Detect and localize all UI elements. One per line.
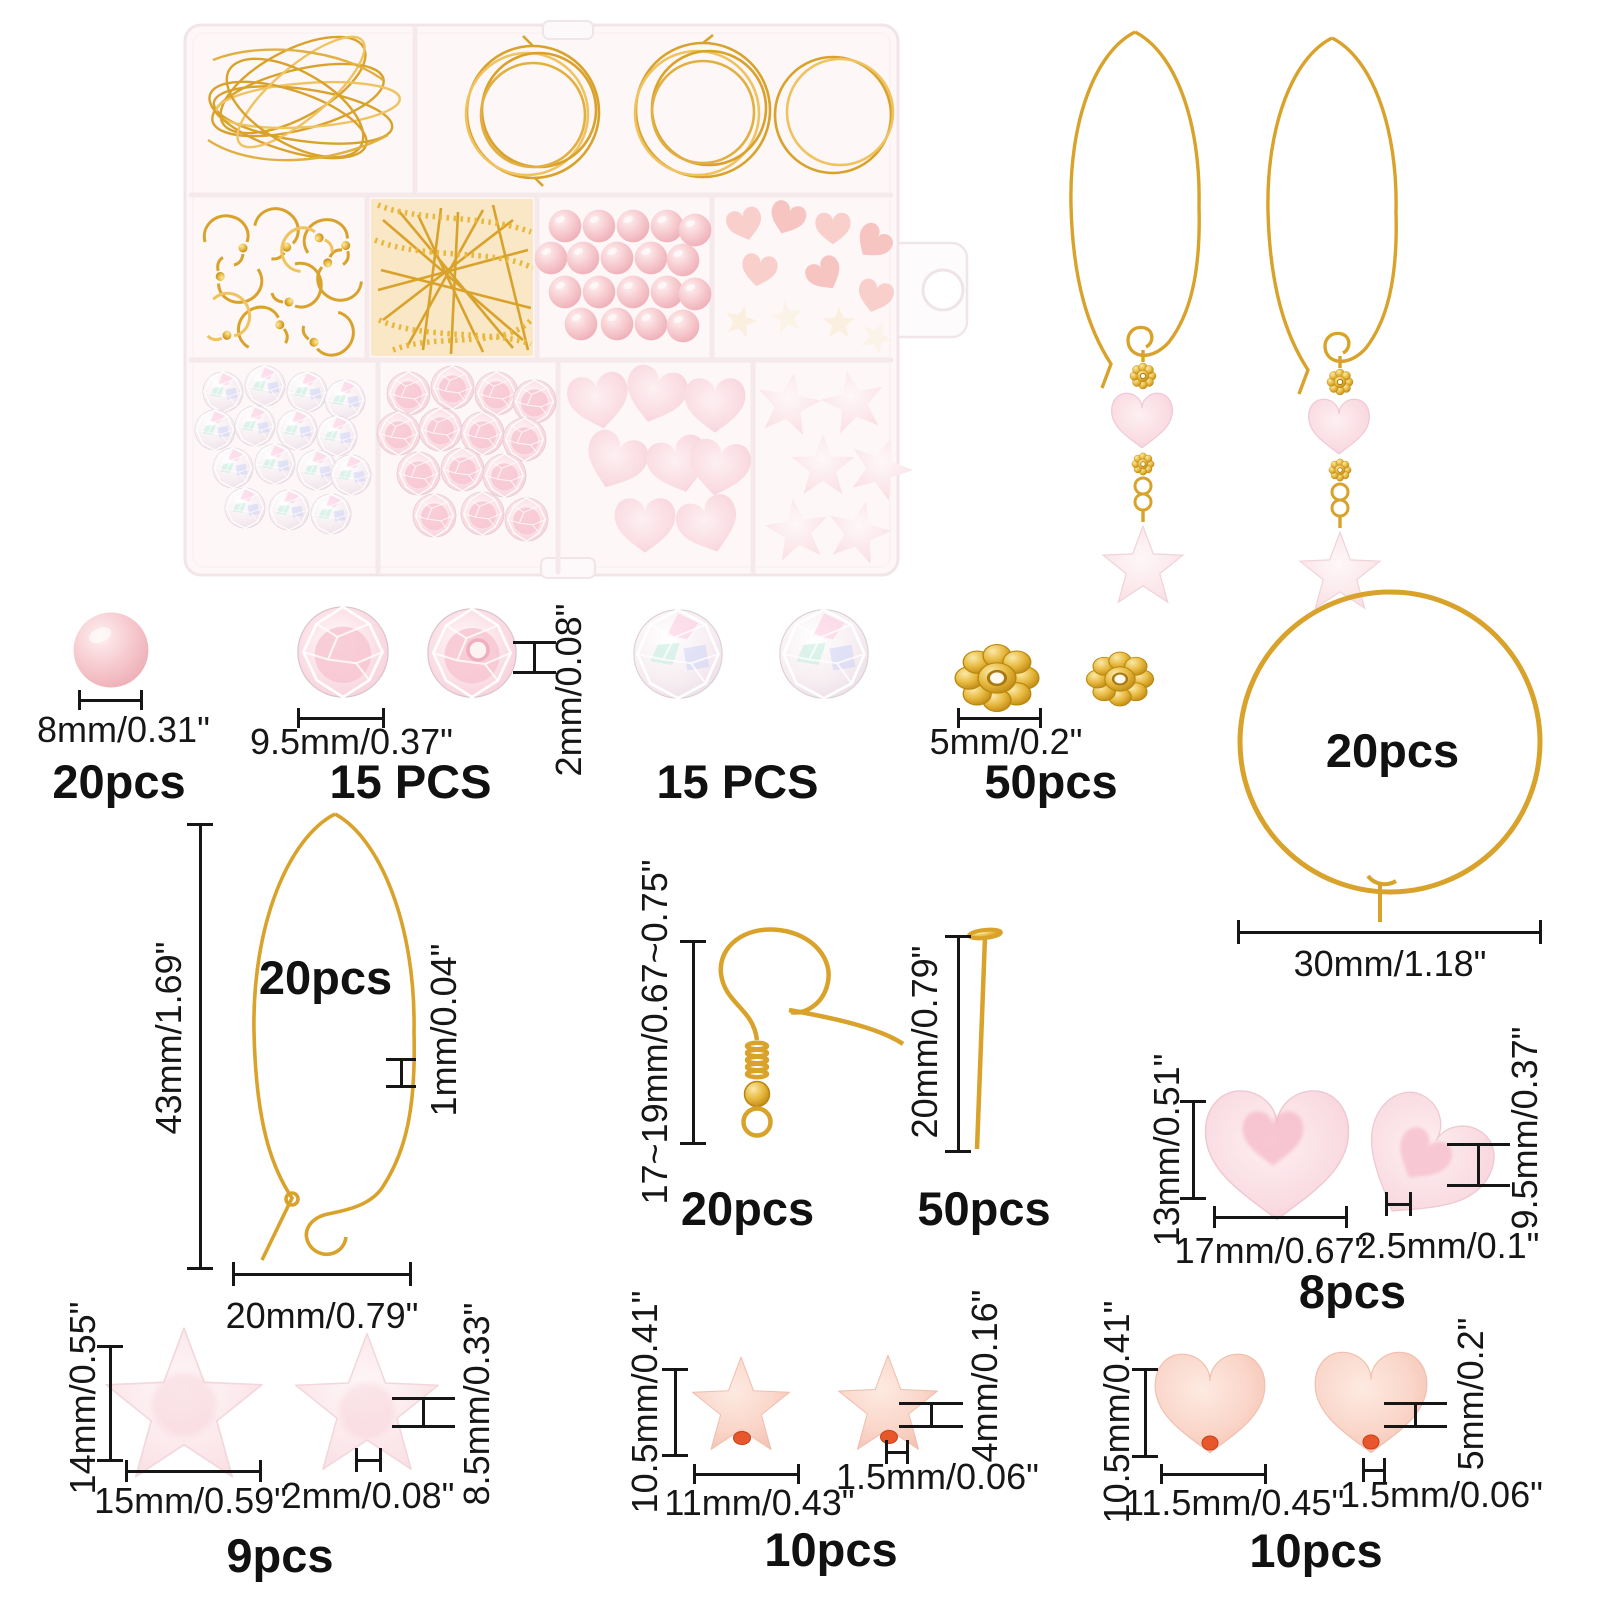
dim-kidney-wire-gauge [386,1058,416,1088]
hook-size-label: 17~19mm/0.67~0.75" [634,859,675,1205]
earring-left [1071,32,1199,602]
small-hearts-diagram [1154,1351,1428,1454]
dim-spacer-width [957,708,1042,728]
star-small-count-label: 10pcs [764,1523,898,1576]
star-large-thickness-label: 8.5mm/0.33" [456,1302,497,1506]
pin-length-label: 20mm/0.79" [904,945,945,1139]
dim-star-small-height [662,1368,688,1457]
cell-hoops [464,33,895,187]
heart-small-thickness-label: 5mm/0.2" [1450,1317,1491,1471]
pink-faceted-beads-diagram [296,605,518,699]
dim-star-large-height [97,1345,123,1462]
ab-count-label: 15 PCS [656,755,819,808]
pearl-size-label: 8mm/0.31" [37,709,210,750]
dim-star-large-thickness [392,1397,455,1428]
finished-earrings-photo [1040,20,1460,640]
dim-pearl-width [78,690,143,710]
dim-heart-small-thickness [1384,1402,1447,1428]
star-large-count-label: 9pcs [226,1529,334,1582]
box-hanging-tab [896,241,969,339]
earring-right [1268,38,1396,608]
star-small-thickness-label: 4mm/0.16" [964,1289,1005,1463]
dim-kidney-width [232,1262,412,1286]
dim-star-large-width [125,1460,262,1482]
dim-star-small-thickness [899,1402,963,1428]
pearl-bead-diagram [73,612,149,688]
spacer-count-label: 50pcs [984,755,1118,808]
kidney-wire-diagram [252,812,417,1261]
heart-large-hole-label: 2.5mm/0.1" [1356,1225,1540,1266]
pearl-count-label: 20pcs [52,755,186,808]
dim-hook-height [680,940,706,1145]
star-small-hole-label: 1.5mm/0.06" [836,1456,1039,1497]
star-small-width-label: 11mm/0.43" [664,1482,855,1523]
dim-heart-large-thickness [1447,1143,1510,1187]
dim-star-large-hole [355,1448,382,1472]
ab-faceted-beads-diagram [632,608,870,700]
dim-faceted-hole [513,641,556,674]
dim-pin-length [945,935,971,1153]
pin-count-label: 50pcs [917,1182,1051,1235]
heart-small-count-label: 10pcs [1249,1524,1383,1577]
cell-kidney-wires [207,35,401,162]
small-stars-diagram [692,1354,938,1450]
faceted-count-label: 15 PCS [329,755,492,808]
dim-kidney-height [187,823,213,1270]
kidney-count-label: 20pcs [258,951,393,1004]
hoop-count-label: 20pcs [1325,724,1460,777]
kidney-width-label: 20mm/0.79" [225,1295,419,1336]
ear-hook-diagram [718,927,905,1138]
dim-hoop-diameter [1237,920,1542,944]
hook-count-label: 20pcs [680,1182,815,1235]
box-clasp-top [542,20,594,40]
storage-box-photo [183,20,969,579]
hoop-diameter-label: 30mm/1.18" [1293,943,1487,984]
heart-small-hole-label: 1.5mm/0.06" [1340,1474,1543,1515]
compartment-walls [188,25,894,575]
dim-heart-small-height [1132,1368,1158,1458]
faceted-size-label: 9.5mm/0.37" [250,721,453,762]
heart-large-thickness-label: 9.5mm/0.37" [1504,1026,1545,1230]
dim-heart-large-height [1180,1100,1206,1200]
box-clasp-bottom [540,557,596,579]
spacer-size-label: 5mm/0.2" [929,721,1083,762]
dim-star-small-width [693,1464,800,1484]
dim-star-small-hole [885,1440,909,1464]
glass-stars-diagram [105,1327,439,1478]
head-pin-diagram [967,927,1003,1150]
dim-heart-small-width [1160,1464,1267,1484]
cell-head-pins [371,199,535,356]
dim-heart-large-hole [1385,1192,1412,1216]
heart-large-height-label: 13mm/0.51" [1146,1053,1187,1247]
faceted-hole-label: 2mm/0.08" [548,603,589,777]
dim-heart-small-hole [1362,1458,1386,1482]
star-large-height-label: 14mm/0.55" [62,1301,103,1495]
star-large-hole-label: 2mm/0.08" [281,1475,455,1516]
kidney-wire-gauge-label: 1mm/0.04" [423,943,464,1117]
hoop-earring-diagram [1237,589,1543,922]
star-large-width-label: 15mm/0.59" [94,1480,287,1521]
heart-small-width-label: 11.5mm/0.45" [1124,1482,1345,1523]
kidney-height-label: 43mm/1.69" [148,941,189,1135]
dim-heart-large-width [1213,1206,1348,1228]
dim-faceted-width [297,708,385,728]
heart-large-width-label: 17mm/0.67" [1174,1230,1368,1271]
heart-large-count-label: 8pcs [1298,1265,1407,1318]
